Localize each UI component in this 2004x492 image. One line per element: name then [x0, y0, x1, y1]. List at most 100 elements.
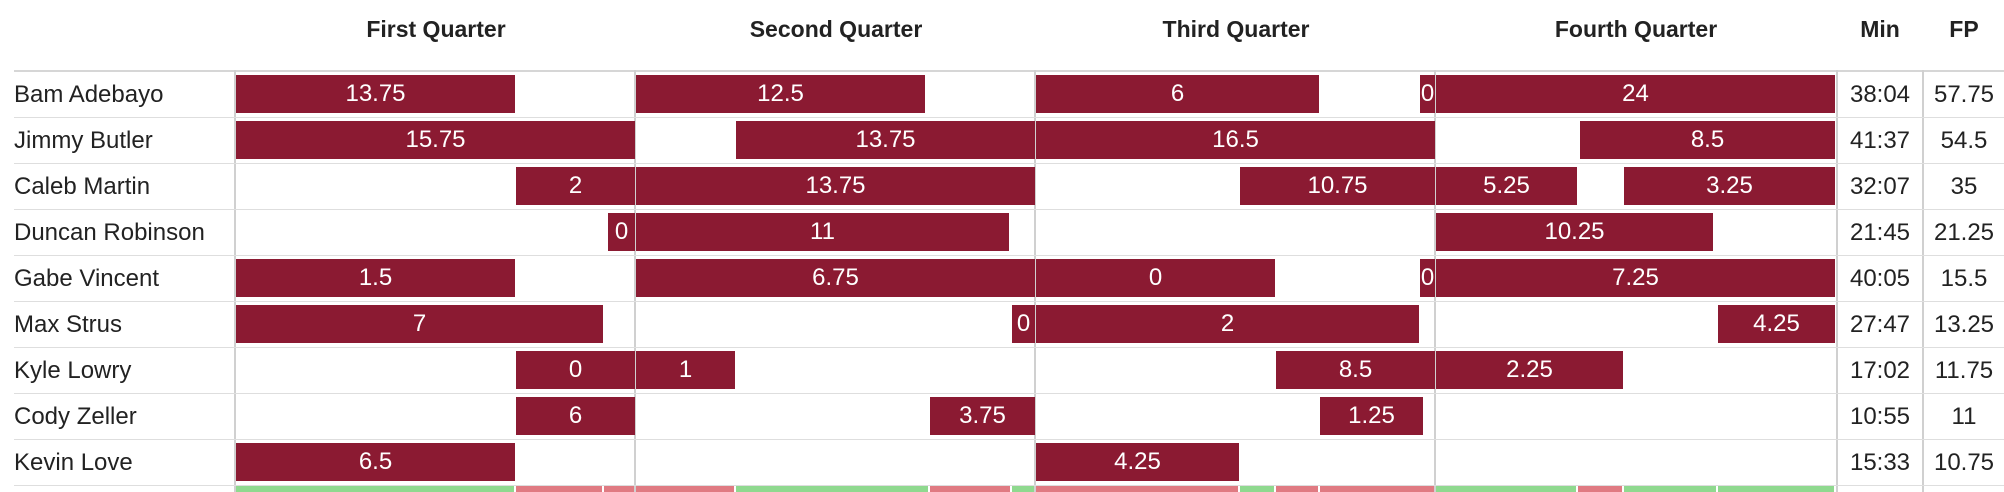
row-divider: [14, 209, 2004, 210]
player-row: Kyle Lowry: [14, 348, 2004, 394]
margin-strip-segment: [1718, 486, 1834, 492]
minutes-value: 40:05: [1849, 265, 1911, 292]
fantasy-points-value: 15.5: [1940, 265, 1988, 292]
minutes-value: 27:47: [1849, 311, 1911, 338]
player-name: Max Strus: [14, 311, 123, 338]
stint-bar: 13.75: [736, 121, 1035, 159]
player-name: Jimmy Butler: [14, 127, 153, 154]
margin-strip-segment: [604, 486, 634, 492]
row-divider: [14, 117, 2004, 118]
stint-bar: 0: [1012, 305, 1035, 343]
stint-bar: 0: [516, 351, 635, 389]
stint-bar: 12.5: [636, 75, 925, 113]
player-row: Max Strus: [14, 302, 2004, 348]
fantasy-points-value: 54.5: [1940, 127, 1988, 154]
stint-bar: 15.75: [236, 121, 635, 159]
fantasy-points-value: 35: [1950, 173, 1978, 200]
margin-strip-segment: [1036, 486, 1238, 492]
player-row: Bam Adebayo: [14, 72, 2004, 118]
header-divider: [14, 70, 2004, 72]
player-name: Kevin Love: [14, 449, 133, 476]
player-row: Jimmy Butler: [14, 118, 2004, 164]
player-row: Duncan Robinson: [14, 210, 2004, 256]
player-row: Gabe Vincent: [14, 256, 2004, 302]
header-fourth-quarter: Fourth Quarter: [1554, 16, 1718, 42]
minutes-value: 21:45: [1849, 219, 1911, 246]
minutes-value: 17:02: [1849, 357, 1911, 384]
margin-strip-segment: [1436, 486, 1576, 492]
player-name: Duncan Robinson: [14, 219, 205, 246]
minutes-value: 38:04: [1849, 81, 1911, 108]
stint-bar: 6: [516, 397, 635, 435]
column-divider: [1836, 70, 1838, 492]
minutes-value: 41:37: [1849, 127, 1911, 154]
row-divider: [14, 485, 2004, 486]
margin-strip-segment: [516, 486, 602, 492]
margin-strip-segment: [1624, 486, 1716, 492]
header-fantasy-points: FP: [1949, 16, 1979, 42]
player-name: Cody Zeller: [14, 403, 137, 430]
player-row: Kevin Love: [14, 440, 2004, 486]
column-divider: [1922, 70, 1924, 492]
column-divider: [1034, 70, 1036, 492]
stint-bar: 8.5: [1276, 351, 1435, 389]
row-divider: [14, 255, 2004, 256]
player-row: Cody Zeller: [14, 394, 2004, 440]
stint-bar: 0: [1420, 259, 1435, 297]
stint-bar: 2.25: [1436, 351, 1623, 389]
margin-strip-segment: [1578, 486, 1622, 492]
stint-bar: 2: [516, 167, 635, 205]
header-third-quarter: Third Quarter: [1162, 16, 1310, 42]
stint-bar: 0: [1420, 75, 1435, 113]
stint-bar: 5.25: [1436, 167, 1577, 205]
stint-bar: 8.5: [1580, 121, 1835, 159]
stint-bar: 13.75: [236, 75, 515, 113]
fantasy-points-value: 11: [1951, 403, 1977, 430]
stint-bar: 7.25: [1436, 259, 1835, 297]
stint-bar: 3.75: [930, 397, 1035, 435]
margin-strip-segment: [236, 486, 514, 492]
stint-bar: 6.75: [636, 259, 1035, 297]
player-row: Caleb Martin: [14, 164, 2004, 210]
stint-bar: 0: [608, 213, 635, 251]
fantasy-points-value: 57.75: [1933, 81, 1995, 108]
fantasy-points-value: 21.25: [1933, 219, 1995, 246]
player-name: Kyle Lowry: [14, 357, 132, 384]
stint-bar: 4.25: [1718, 305, 1835, 343]
column-divider: [234, 70, 236, 492]
minutes-value: 32:07: [1849, 173, 1911, 200]
player-name: Bam Adebayo: [14, 81, 164, 108]
stint-bar: 24: [1436, 75, 1835, 113]
row-divider: [14, 439, 2004, 440]
margin-strip-segment: [1276, 486, 1318, 492]
header-minutes: Min: [1860, 16, 1900, 42]
header-first-quarter: First Quarter: [366, 16, 506, 42]
minutes-value: 10:55: [1849, 403, 1911, 430]
stint-bar: 1: [636, 351, 735, 389]
margin-strip-segment: [736, 486, 928, 492]
player-name: Gabe Vincent: [14, 265, 159, 292]
margin-strip-segment: [1012, 486, 1034, 492]
stint-bar: 10.25: [1436, 213, 1713, 251]
fantasy-points-value: 11.75: [1934, 357, 1994, 384]
margin-strip-segment: [636, 486, 734, 492]
stint-bar: 11: [636, 213, 1009, 251]
player-name: Caleb Martin: [14, 173, 151, 200]
stint-bar: 4.25: [1036, 443, 1239, 481]
stint-bar: 0: [1036, 259, 1275, 297]
column-divider: [634, 70, 636, 492]
stint-bar: 3.25: [1624, 167, 1835, 205]
stint-bar: 10.75: [1240, 167, 1435, 205]
fantasy-points-value: 10.75: [1933, 449, 1995, 476]
stint-bar: 1.5: [236, 259, 515, 297]
margin-strip-segment: [1320, 486, 1434, 492]
stint-bar: 2: [1036, 305, 1419, 343]
row-divider: [14, 301, 2004, 302]
fantasy-points-value: 13.25: [1933, 311, 1995, 338]
row-divider: [14, 393, 2004, 394]
stint-bar: 6.5: [236, 443, 515, 481]
margin-strip-segment: [1240, 486, 1274, 492]
stint-bar: 16.5: [1036, 121, 1435, 159]
row-divider: [14, 347, 2004, 348]
